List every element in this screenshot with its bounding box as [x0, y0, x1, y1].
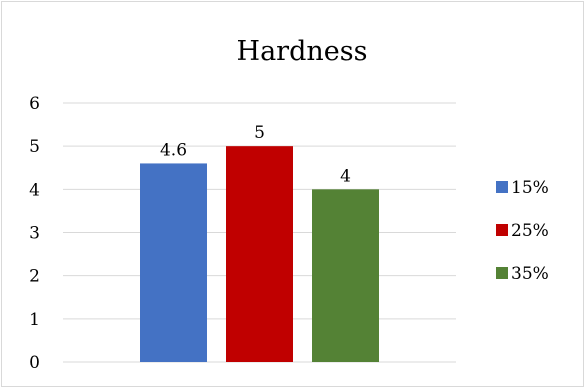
y-tick-label: 4 [29, 180, 40, 200]
y-tick-label: 5 [29, 137, 40, 157]
data-label: 4 [340, 166, 351, 186]
data-label: 4.6 [160, 140, 187, 160]
bar-15% [140, 163, 207, 362]
legend-label: 15% [511, 178, 549, 198]
chart-title: Hardness [237, 36, 368, 67]
bar-35% [312, 189, 379, 362]
data-labels: 4.6 5 4 [160, 123, 351, 186]
y-tick-label: 0 [29, 353, 40, 373]
legend: 15% 25% 35% [496, 178, 549, 284]
y-tick-label: 2 [29, 267, 40, 287]
legend-swatch [496, 267, 508, 279]
legend-swatch [496, 181, 508, 193]
legend-label: 35% [511, 264, 549, 284]
bar-25% [226, 146, 293, 362]
y-tick-label: 3 [29, 224, 40, 244]
legend-label: 25% [511, 221, 549, 241]
bars [140, 146, 379, 362]
data-label: 5 [254, 123, 265, 143]
legend-swatch [496, 224, 508, 236]
y-axis: 0 1 2 3 4 5 6 [29, 94, 40, 373]
y-tick-label: 6 [29, 94, 40, 114]
y-tick-label: 1 [29, 310, 40, 330]
